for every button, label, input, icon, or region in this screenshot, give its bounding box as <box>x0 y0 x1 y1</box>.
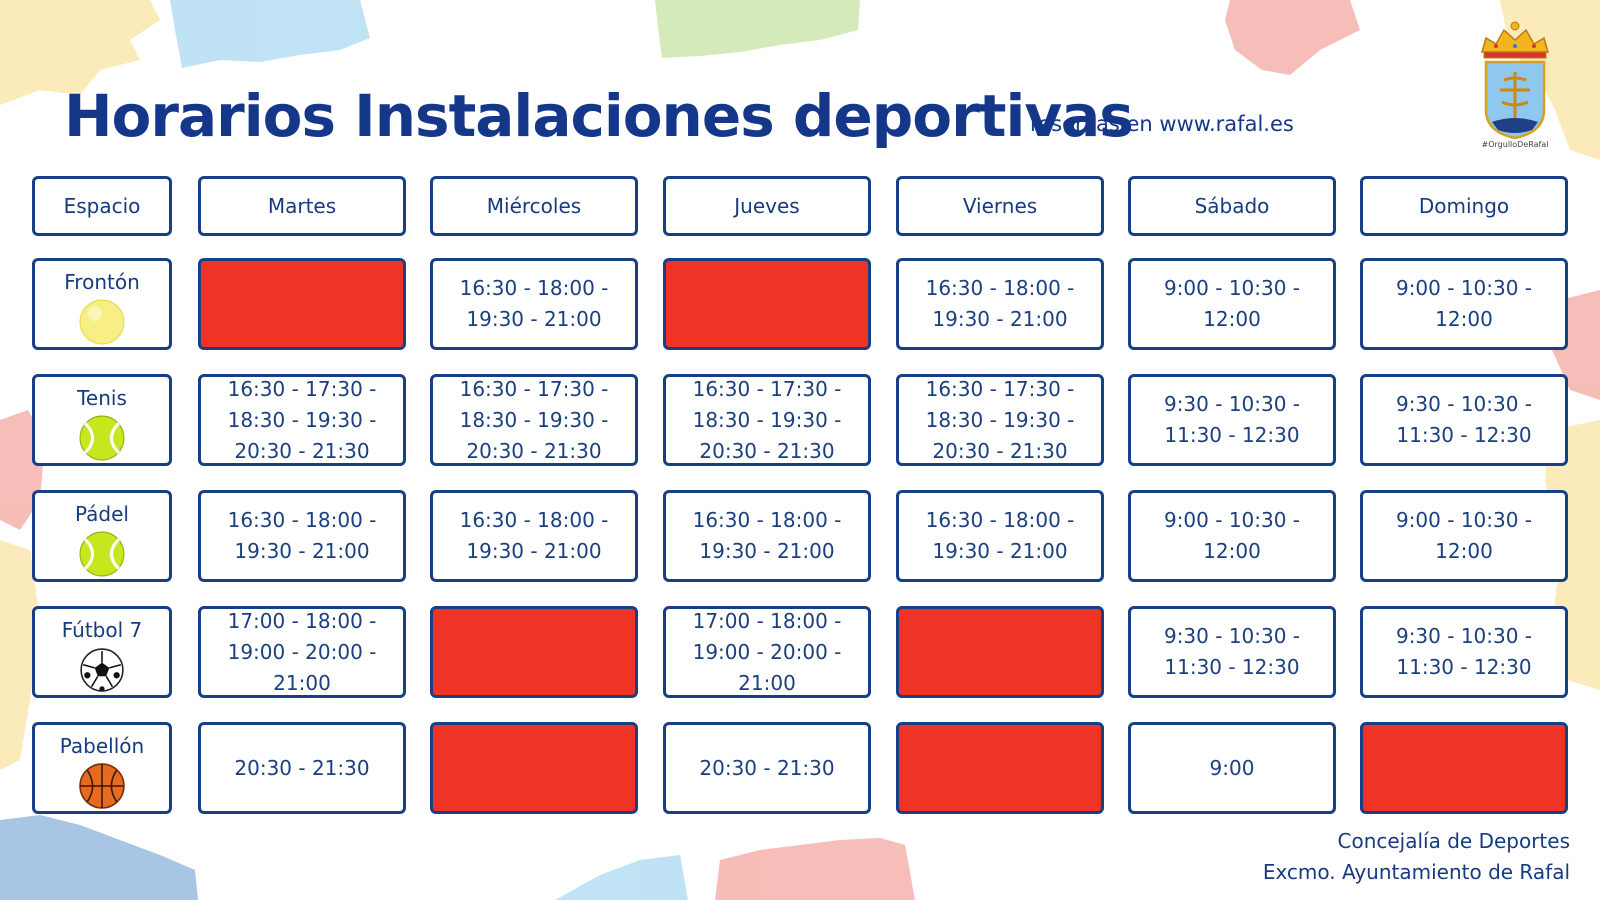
space-name: Pabellón <box>59 734 145 758</box>
header-cell-viernes: Viernes <box>896 176 1104 236</box>
space-name: Pádel <box>75 502 129 526</box>
page-title: Horarios Instalaciones deportivas <box>64 82 1134 150</box>
header-cell-sabado: Sábado <box>1128 176 1336 236</box>
time-slot-pabellon-jueves: 20:30 - 21:30 <box>663 722 871 814</box>
closed-slot-fronton-martes <box>198 258 406 350</box>
time-slot-fronton-miercoles: 16:30 - 18:00 - 19:30 - 21:00 <box>430 258 638 350</box>
header-cell-jueves: Jueves <box>663 176 871 236</box>
deco-piece-yellow-left <box>0 540 40 770</box>
deco-piece-blue-bottom <box>555 855 688 900</box>
time-slot-tenis-sabado: 9:30 - 10:30 - 11:30 - 12:30 <box>1128 374 1336 466</box>
time-slot-tenis-jueves: 16:30 - 17:30 - 18:30 - 19:30 - 20:30 - … <box>663 374 871 466</box>
footer-council: Excmo. Ayuntamiento de Rafal <box>1262 860 1570 884</box>
time-slot-padel-viernes: 16:30 - 18:00 - 19:30 - 21:00 <box>896 490 1104 582</box>
space-name: Tenis <box>77 386 127 410</box>
reservations-note: reservas en www.rafal.es <box>1030 112 1294 136</box>
time-slot-futbol-7-martes: 17:00 - 18:00 - 19:00 - 20:00 - 21:00 <box>198 606 406 698</box>
deco-piece-pink-topright <box>1225 0 1360 75</box>
time-slot-fronton-domingo: 9:00 - 10:30 - 12:00 <box>1360 258 1568 350</box>
closed-slot-futbol-7-miercoles <box>430 606 638 698</box>
tennis-ball-icon <box>79 415 125 461</box>
municipal-crest-icon <box>1481 21 1549 140</box>
social-hashtag: #OrgulloDeRafal <box>1481 140 1549 149</box>
soccer-ball-icon <box>80 648 124 692</box>
time-slot-tenis-viernes: 16:30 - 17:30 - 18:30 - 19:30 - 20:30 - … <box>896 374 1104 466</box>
time-slot-pabellon-sabado: 9:00 <box>1128 722 1336 814</box>
header-cell-espacio: Espacio <box>32 176 172 236</box>
deco-piece-pink-bottom <box>715 838 915 900</box>
fronton-ball-icon <box>79 299 125 345</box>
header-cell-domingo: Domingo <box>1360 176 1568 236</box>
padel-ball-icon <box>79 531 125 577</box>
deco-piece-blue-top <box>170 0 370 68</box>
space-cell-pabellon: Pabellón <box>32 722 172 814</box>
closed-slot-pabellon-miercoles <box>430 722 638 814</box>
closed-slot-fronton-jueves <box>663 258 871 350</box>
space-cell-fronton: Frontón <box>32 258 172 350</box>
time-slot-pabellon-martes: 20:30 - 21:30 <box>198 722 406 814</box>
header-cell-miercoles: Miércoles <box>430 176 638 236</box>
deco-piece-yellow-topleft <box>0 0 160 105</box>
footer-department: Concejalía de Deportes <box>1337 829 1571 853</box>
time-slot-futbol-7-domingo: 9:30 - 10:30 - 11:30 - 12:30 <box>1360 606 1568 698</box>
space-name: Fútbol 7 <box>61 618 143 642</box>
time-slot-padel-martes: 16:30 - 18:00 - 19:30 - 21:00 <box>198 490 406 582</box>
space-cell-tenis: Tenis <box>32 374 172 466</box>
closed-slot-pabellon-viernes <box>896 722 1104 814</box>
space-cell-futbol-7: Fútbol 7 <box>32 606 172 698</box>
time-slot-tenis-miercoles: 16:30 - 17:30 - 18:30 - 19:30 - 20:30 - … <box>430 374 638 466</box>
closed-slot-pabellon-domingo <box>1360 722 1568 814</box>
time-slot-fronton-sabado: 9:00 - 10:30 - 12:00 <box>1128 258 1336 350</box>
deco-piece-green-top <box>655 0 860 58</box>
footer: Concejalía de Deportes Excmo. Ayuntamien… <box>1263 826 1570 888</box>
time-slot-tenis-martes: 16:30 - 17:30 - 18:30 - 19:30 - 20:30 - … <box>198 374 406 466</box>
time-slot-tenis-domingo: 9:30 - 10:30 - 11:30 - 12:30 <box>1360 374 1568 466</box>
basketball-icon <box>79 763 125 809</box>
header-cell-martes: Martes <box>198 176 406 236</box>
time-slot-futbol-7-jueves: 17:00 - 18:00 - 19:00 - 20:00 - 21:00 <box>663 606 871 698</box>
time-slot-padel-sabado: 9:00 - 10:30 - 12:00 <box>1128 490 1336 582</box>
closed-slot-futbol-7-viernes <box>896 606 1104 698</box>
deco-piece-blue-bottomleft <box>0 815 198 900</box>
time-slot-fronton-viernes: 16:30 - 18:00 - 19:30 - 21:00 <box>896 258 1104 350</box>
space-cell-padel: Pádel <box>32 490 172 582</box>
time-slot-futbol-7-sabado: 9:30 - 10:30 - 11:30 - 12:30 <box>1128 606 1336 698</box>
space-name: Frontón <box>64 270 140 294</box>
time-slot-padel-miercoles: 16:30 - 18:00 - 19:30 - 21:00 <box>430 490 638 582</box>
time-slot-padel-domingo: 9:00 - 10:30 - 12:00 <box>1360 490 1568 582</box>
crown-icon <box>1481 21 1549 59</box>
time-slot-padel-jueves: 16:30 - 18:00 - 19:30 - 21:00 <box>663 490 871 582</box>
